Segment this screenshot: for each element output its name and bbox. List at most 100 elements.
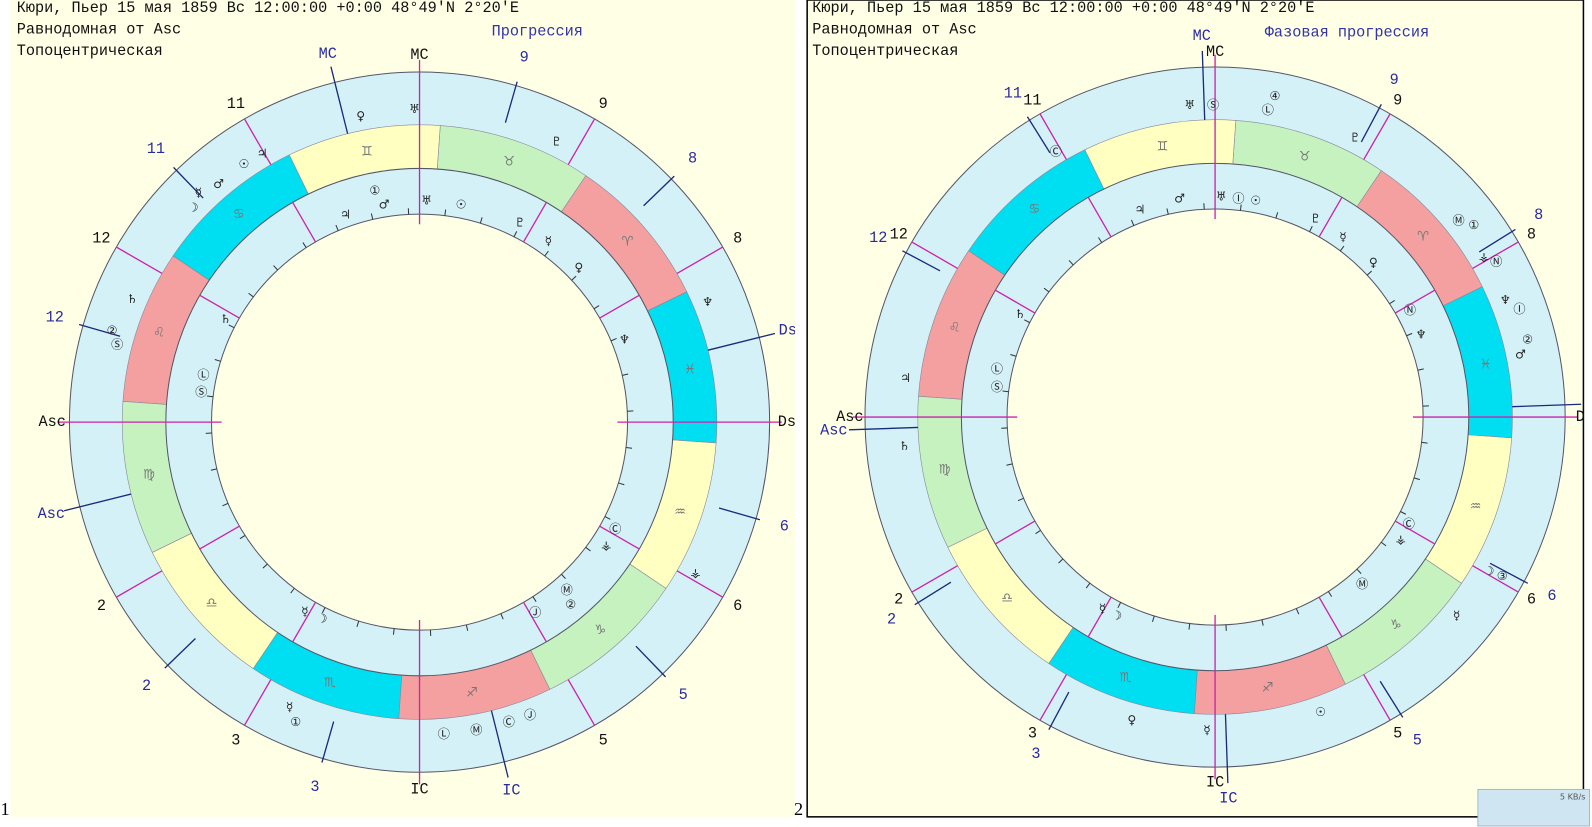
house-label: 2 [97, 597, 106, 615]
zodiac-sign: ♍ [939, 463, 951, 478]
degree-tick [1309, 226, 1313, 232]
progressed-cusp [1048, 691, 1070, 731]
planet-glyph: ♂ [213, 177, 224, 191]
chart-header: Топоцентрическая [17, 42, 163, 60]
planet-glyph: Ⓢ [991, 380, 1003, 394]
house-cusp [1318, 197, 1343, 238]
planet-glyph: ♆ [619, 332, 630, 346]
degree-tick [571, 275, 577, 281]
degree-tick [1295, 608, 1300, 615]
zodiac-sign: ♏ [324, 676, 336, 691]
planet-glyph: Ⓝ [1404, 303, 1416, 317]
planet-glyph: ③ [1497, 569, 1508, 583]
progressed-cusp [164, 638, 196, 669]
degree-tick [1421, 441, 1428, 444]
planet-glyph: Ⓙ [529, 605, 541, 619]
chart-panel: Кюри, Пьер 15 мая 1859 Вс 12:00:00 +0:00… [17, 0, 795, 799]
progressed-cusp [504, 81, 518, 123]
planet-glyph: Ⓝ [1490, 254, 1502, 268]
planet-glyph: ♅ [1216, 189, 1227, 203]
degree-tick [1035, 529, 1041, 535]
house-cusp [567, 679, 596, 726]
degree-tick [1389, 300, 1395, 305]
progressed-label: 12 [869, 229, 887, 247]
progressed-cusp [1026, 116, 1051, 154]
house-cusp [199, 294, 240, 319]
progressed-cusp [1512, 403, 1582, 408]
planet-glyph: ♂ [1515, 348, 1526, 362]
degree-tick [1098, 237, 1103, 243]
house-cusp [599, 525, 640, 550]
zodiac-sign: ♋ [1028, 202, 1040, 217]
degree-tick [604, 516, 611, 520]
degree-tick [222, 502, 229, 507]
degree-tick [1130, 219, 1135, 226]
zodiac-sign: ♊ [361, 145, 373, 160]
degree-tick [273, 265, 279, 271]
chart-title: Фазовая прогрессия [1265, 24, 1429, 42]
house-label: IC [410, 780, 428, 798]
degree-tick [622, 373, 629, 376]
house-cusp [292, 202, 317, 243]
chart-header: Равнодомная от Asc [812, 20, 976, 38]
progressed-label: Asc [820, 421, 847, 439]
house-cusp [911, 565, 958, 593]
planet-glyph: ② [565, 597, 576, 611]
house-cusp [599, 294, 640, 319]
planet-glyph: ☿ [1453, 608, 1460, 622]
degree-tick [1413, 477, 1420, 481]
progressed-label: 2 [887, 610, 896, 628]
zodiac-sign: ♓ [684, 363, 696, 378]
house-label: 12 [92, 229, 110, 247]
planet-glyph: ① [290, 715, 301, 729]
degree-tick [239, 534, 246, 540]
house-cusp [116, 246, 163, 275]
degree-tick [1356, 568, 1362, 574]
house-label: D [1576, 408, 1585, 426]
degree-tick [370, 213, 374, 220]
degree-tick [1117, 602, 1122, 609]
planet-glyph: Ⓘ [1232, 191, 1244, 205]
planet-glyph: ⚶ [1396, 532, 1406, 546]
degree-tick [1166, 208, 1169, 215]
house-cusp [522, 202, 547, 243]
planet-glyph: ☽ [188, 201, 199, 215]
house-cusp [243, 679, 272, 726]
zodiac-sign: ♍ [143, 468, 155, 483]
inner-circle [211, 213, 629, 631]
progressed-cusp [173, 166, 204, 199]
zodiac-sign: ♌ [949, 320, 961, 335]
degree-tick [625, 446, 633, 449]
planet-glyph: Ⓢ [1207, 98, 1219, 112]
house-label: 9 [1393, 92, 1402, 110]
planet-glyph: ♀ [356, 109, 365, 123]
degree-tick [1024, 319, 1030, 324]
degree-tick [1417, 368, 1424, 371]
house-label: 11 [227, 95, 245, 113]
degree-tick [1366, 270, 1373, 276]
house-cusp [911, 241, 958, 269]
planet-glyph: ☽ [1111, 608, 1122, 622]
house-label: IC [1206, 773, 1224, 791]
degree-tick [585, 546, 591, 552]
house-cusp [1087, 596, 1112, 638]
planet-glyph: Ⓜ [470, 723, 482, 737]
progressed-label: 3 [1031, 745, 1040, 763]
planet-glyph: ☉ [456, 197, 467, 211]
house-cusp [676, 570, 724, 598]
degree-tick [392, 628, 395, 635]
degree-tick [1339, 245, 1345, 252]
house-label: 11 [1023, 92, 1041, 110]
degree-tick [1188, 623, 1191, 630]
progressed-cusp [490, 710, 509, 778]
planet-glyph: Ⓘ [1513, 302, 1525, 316]
degree-tick [321, 607, 326, 614]
house-cusp [676, 246, 724, 275]
degree-tick [532, 596, 537, 602]
degree-tick [214, 359, 221, 362]
progressed-cusp [914, 581, 952, 606]
planet-glyph: ⚶ [601, 538, 611, 552]
progressed-label: MC [319, 45, 337, 63]
house-label: 6 [1527, 591, 1536, 609]
degree-tick [500, 613, 504, 620]
